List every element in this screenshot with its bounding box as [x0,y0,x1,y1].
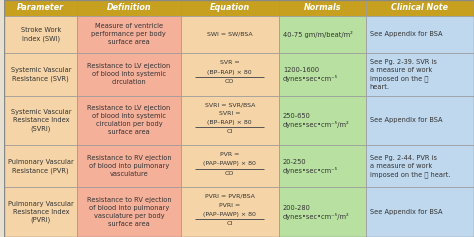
Text: PVRI =: PVRI = [219,203,240,208]
Text: Stroke Work
Index (SWI): Stroke Work Index (SWI) [21,27,61,42]
Text: 40-75 gm/m/beat/m²: 40-75 gm/m/beat/m² [283,31,353,38]
Text: Resistance to LV ejection
of blood into systemic
circulation: Resistance to LV ejection of blood into … [87,63,171,85]
Text: (PAP–PAWP) × 80: (PAP–PAWP) × 80 [203,212,256,217]
Bar [4,96,77,145]
Text: Equation: Equation [210,3,250,12]
Bar [279,187,366,237]
Text: Clinical Note: Clinical Note [392,3,448,12]
Bar [279,16,366,53]
Text: Systemic Vascular
Resistance (SVR): Systemic Vascular Resistance (SVR) [10,67,71,82]
Text: 20-250
dynes•sec•cm⁻⁵: 20-250 dynes•sec•cm⁻⁵ [283,159,338,174]
Bar [77,53,181,96]
Text: Pulmonary Vascular
Resistance (PVR): Pulmonary Vascular Resistance (PVR) [8,159,73,173]
Bar [366,16,474,53]
Bar [279,53,366,96]
Text: Normals: Normals [304,3,341,12]
Bar [181,53,279,96]
Bar [181,16,279,53]
Text: 1200-1600
dynes•sec•cm⁻⁵: 1200-1600 dynes•sec•cm⁻⁵ [283,67,338,82]
Bar [4,145,77,187]
Text: 250-650
dynes•sec•cm⁻⁵/m²: 250-650 dynes•sec•cm⁻⁵/m² [283,113,350,128]
Bar [181,145,279,187]
Bar [4,53,77,96]
Bar [181,187,279,237]
Text: SVR =: SVR = [220,60,240,65]
Text: Pulmonary Vascular
Resistance Index
(PVRI): Pulmonary Vascular Resistance Index (PVR… [8,201,73,223]
Text: Resistance to RV ejection
of blood into pulmonary
vasculature: Resistance to RV ejection of blood into … [87,155,171,177]
Bar [366,53,474,96]
Text: Definition: Definition [107,3,151,12]
Bar [279,96,366,145]
Text: PVR =: PVR = [220,152,239,157]
Text: CO: CO [225,79,235,84]
Text: Parameter: Parameter [17,3,64,12]
Bar [4,0,77,16]
Bar [77,96,181,145]
Bar [77,16,181,53]
Text: 200-280
dynes•sec•cm⁻⁵/m²: 200-280 dynes•sec•cm⁻⁵/m² [283,205,350,220]
Text: See Appendix for BSA: See Appendix for BSA [370,117,442,123]
Bar [4,16,77,53]
Text: CO: CO [225,171,235,176]
Bar [77,0,181,16]
Text: See Appendix for BSA: See Appendix for BSA [370,209,442,215]
Text: Resistance to RV ejection
of blood into pulmonary
vasculature per body
surface a: Resistance to RV ejection of blood into … [87,197,171,227]
Text: See Appendix for BSA: See Appendix for BSA [370,32,442,37]
Text: Systemic Vascular
Resistance Index
(SVRI): Systemic Vascular Resistance Index (SVRI… [10,109,71,132]
Text: SVRI = SVR/BSA: SVRI = SVR/BSA [205,102,255,107]
Bar [366,0,474,16]
Bar [4,187,77,237]
Bar [181,0,279,16]
Text: See Pg. 2-39. SVR is
a measure of work
imposed on the Ⓛ
heart.: See Pg. 2-39. SVR is a measure of work i… [370,59,437,90]
Text: (BP–RAP) × 80: (BP–RAP) × 80 [208,120,252,125]
Text: SVRI =: SVRI = [219,111,241,116]
Text: CI: CI [227,221,233,226]
Bar [279,0,366,16]
Bar [181,96,279,145]
Text: (PAP–PAWP) × 80: (PAP–PAWP) × 80 [203,161,256,166]
Text: SWI = SW/BSA: SWI = SW/BSA [207,32,253,37]
Text: (BP–RAP) × 80: (BP–RAP) × 80 [208,69,252,74]
Bar [279,145,366,187]
Bar [366,187,474,237]
Bar [366,96,474,145]
Text: CI: CI [227,129,233,134]
Bar [77,187,181,237]
Bar [366,145,474,187]
Text: See Pg. 2-44. PVR is
a measure of work
imposed on the Ⓡ heart.: See Pg. 2-44. PVR is a measure of work i… [370,155,450,178]
Text: Measure of ventricle
performance per body
surface area: Measure of ventricle performance per bod… [91,23,166,46]
Text: PVRI = PVR/BSA: PVRI = PVR/BSA [205,194,255,199]
Bar [77,145,181,187]
Text: Resistance to LV ejection
of blood into systemic
circulation per body
surface ar: Resistance to LV ejection of blood into … [87,105,171,135]
